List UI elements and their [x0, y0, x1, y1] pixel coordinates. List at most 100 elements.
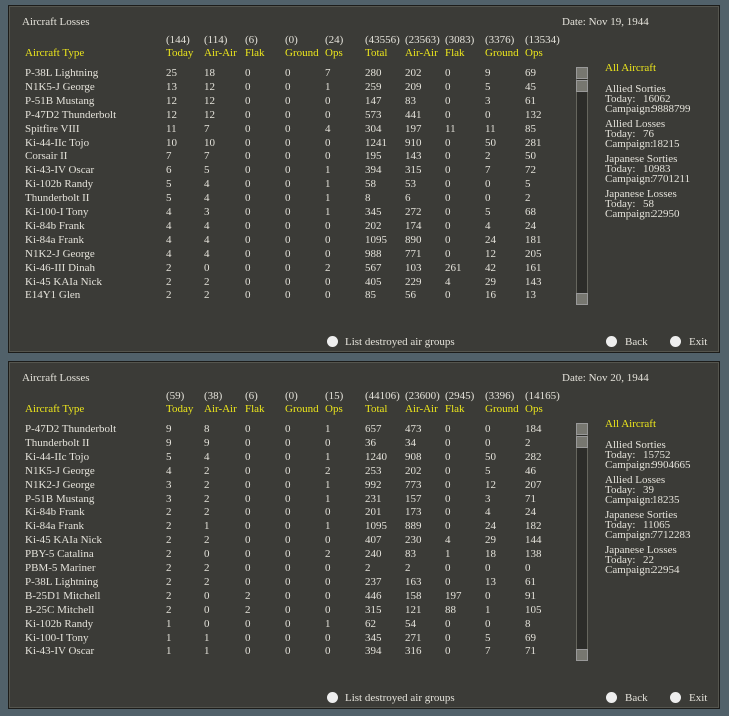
- scrollbar[interactable]: [576, 423, 588, 661]
- button-icon[interactable]: [670, 336, 681, 347]
- cell: 0: [445, 289, 451, 302]
- column-header: Air-Air: [405, 403, 438, 415]
- cell: 2: [525, 192, 531, 205]
- column-header: Aircraft Type: [25, 47, 85, 59]
- scroll-thumb[interactable]: [576, 436, 588, 448]
- cell: 0: [445, 562, 451, 574]
- cell: 121: [405, 603, 422, 616]
- cell: 0: [325, 233, 331, 246]
- cell: 18: [485, 548, 496, 561]
- cell: 0: [285, 450, 291, 463]
- cell: 0: [445, 178, 451, 191]
- cell: 0: [445, 150, 451, 163]
- column-header: Ops: [325, 47, 343, 59]
- aircraft-name: N1K5-J George: [25, 80, 95, 93]
- cell: 34: [405, 436, 416, 449]
- cell: 132: [525, 108, 542, 121]
- cell: 0: [245, 645, 251, 658]
- column-header: Air-Air: [204, 403, 237, 415]
- cell: 2: [204, 506, 210, 519]
- cell: 71: [525, 645, 536, 658]
- column-header: Aircraft Type: [25, 403, 85, 415]
- cell: 144: [525, 534, 542, 547]
- cell: 9: [485, 67, 491, 79]
- cell: 202: [365, 219, 382, 232]
- cell: 5: [485, 464, 491, 477]
- column-total: (23600): [405, 390, 440, 402]
- cell: 0: [325, 506, 331, 519]
- cell: 407: [365, 534, 382, 547]
- cell: 16: [485, 289, 496, 302]
- cell: 161: [525, 261, 542, 274]
- cell: 0: [245, 548, 251, 561]
- cell: 1: [325, 478, 331, 491]
- cell: 280: [365, 67, 382, 79]
- cell: 36: [365, 436, 376, 449]
- cell: 0: [325, 645, 331, 658]
- cell: 0: [445, 80, 451, 93]
- list-button[interactable]: List destroyed air groups: [345, 336, 455, 348]
- cell: 0: [245, 492, 251, 505]
- cell: 0: [204, 603, 210, 616]
- cell: 58: [365, 178, 376, 191]
- stat-today: 10983: [643, 163, 671, 175]
- stat-campaign-label: Campaign:: [605, 529, 654, 541]
- cell: 0: [285, 492, 291, 505]
- cell: 0: [285, 67, 291, 79]
- cell: 1: [325, 617, 331, 630]
- column-header: Flak: [445, 403, 465, 415]
- scroll-down[interactable]: [576, 293, 588, 305]
- cell: 0: [245, 464, 251, 477]
- cell: 473: [405, 423, 422, 435]
- cell: 1: [204, 520, 210, 533]
- cell: 88: [445, 603, 456, 616]
- button-icon[interactable]: [606, 692, 617, 703]
- exit-button[interactable]: Exit: [689, 336, 708, 348]
- cell: 91: [525, 589, 536, 602]
- button-icon[interactable]: [606, 336, 617, 347]
- cell: 0: [445, 492, 451, 505]
- exit-button[interactable]: Exit: [689, 692, 708, 704]
- aircraft-name: Ki-84a Frank: [25, 520, 84, 533]
- cell: 72: [525, 164, 536, 177]
- button-icon[interactable]: [327, 336, 338, 347]
- cell: 12: [204, 80, 215, 93]
- cell: 1: [325, 450, 331, 463]
- cell: 0: [285, 178, 291, 191]
- cell: 0: [445, 67, 451, 79]
- cell: 2: [405, 562, 411, 574]
- aircraft-name: Ki-44-IIc Tojo: [25, 136, 90, 149]
- aircraft-name: B-25C Mitchell: [25, 603, 95, 616]
- cell: 259: [365, 80, 382, 93]
- cell: 0: [285, 645, 291, 658]
- cell: 0: [285, 247, 291, 260]
- back-button[interactable]: Back: [625, 692, 648, 704]
- cell: 0: [325, 247, 331, 260]
- list-button[interactable]: List destroyed air groups: [345, 692, 455, 704]
- aircraft-name: Ki-45 KAIa Nick: [25, 275, 102, 288]
- scroll-up[interactable]: [576, 423, 588, 435]
- cell: 157: [405, 492, 422, 505]
- cell: 11: [445, 122, 456, 135]
- scroll-thumb[interactable]: [576, 80, 588, 92]
- panel-title: Aircraft Losses: [22, 372, 90, 384]
- back-button[interactable]: Back: [625, 336, 648, 348]
- cell: 8: [365, 192, 371, 205]
- button-icon[interactable]: [670, 692, 681, 703]
- cell: 1: [325, 80, 331, 93]
- cell: 0: [445, 192, 451, 205]
- column-total: (3376): [485, 34, 515, 46]
- cell: 0: [285, 436, 291, 449]
- scroll-up[interactable]: [576, 67, 588, 79]
- cell: 5: [166, 192, 172, 205]
- column-total: (6): [245, 34, 258, 46]
- stat-label: Allied Sorties: [605, 439, 666, 451]
- cell: 173: [405, 506, 422, 519]
- scrollbar[interactable]: [576, 67, 588, 305]
- cell: 908: [405, 450, 422, 463]
- scroll-down[interactable]: [576, 649, 588, 661]
- aircraft-name: Ki-43-IV Oscar: [25, 164, 95, 177]
- cell: 0: [245, 631, 251, 644]
- button-icon[interactable]: [327, 692, 338, 703]
- cell: 0: [245, 150, 251, 163]
